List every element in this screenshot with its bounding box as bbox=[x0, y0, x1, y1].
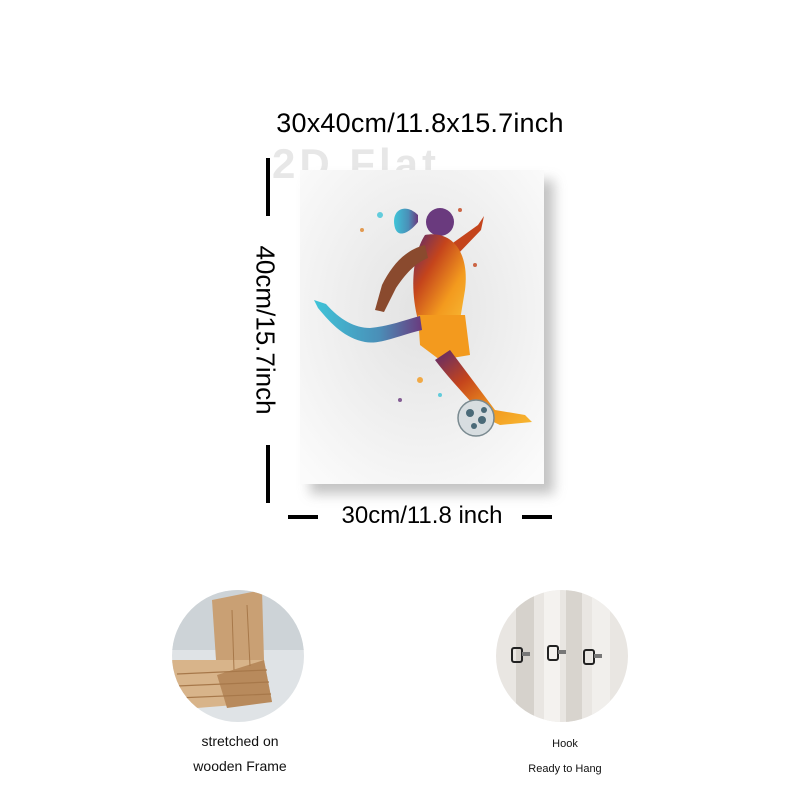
canvas-artwork bbox=[300, 170, 544, 484]
wooden-frame-corner-icon bbox=[172, 590, 304, 722]
soccer-player-artwork bbox=[300, 170, 544, 484]
hook-caption-line2: Ready to Hang bbox=[528, 763, 602, 775]
frame-caption-line1: stretched on bbox=[201, 733, 279, 749]
width-bar-left bbox=[288, 515, 318, 519]
overall-size-label: 30x40cm/11.8x15.7inch bbox=[276, 108, 564, 138]
width-bar-right bbox=[522, 515, 552, 519]
frame-caption-line2: wooden Frame bbox=[193, 758, 287, 774]
height-bar-top bbox=[266, 158, 270, 216]
width-label: 30cm/11.8 inch bbox=[341, 502, 503, 529]
height-bar-bottom bbox=[266, 445, 270, 503]
hook-caption-line1: Hook bbox=[552, 738, 578, 750]
height-label: 40cm/15.7inch bbox=[250, 245, 281, 415]
hanging-hooks-icon bbox=[496, 590, 628, 722]
canvas-print bbox=[300, 170, 554, 494]
